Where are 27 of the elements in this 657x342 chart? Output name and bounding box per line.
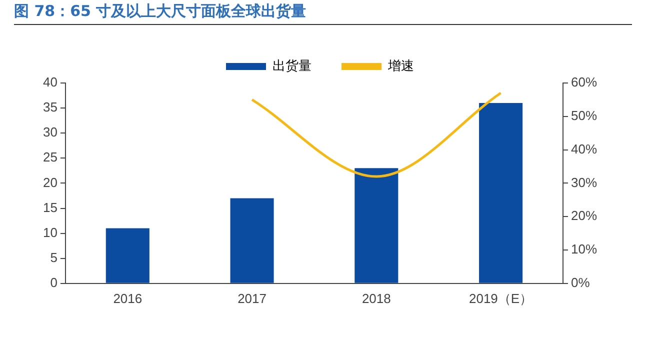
y-tick-label: 20 <box>42 174 58 190</box>
y-tick-label: 10 <box>42 224 58 240</box>
y2-tick-label: 20% <box>570 208 598 224</box>
y-tick-label: 15 <box>42 200 58 215</box>
legend-label: 出货量 <box>272 58 312 74</box>
y-tick-label: 30 <box>42 124 58 140</box>
y-tick-label: 5 <box>50 250 58 265</box>
x-tick-label: 2018 <box>362 290 391 306</box>
y-tick-label: 35 <box>42 100 58 115</box>
y-tick-label: 25 <box>42 150 58 165</box>
bar <box>230 198 274 283</box>
bar <box>354 168 398 283</box>
y2-tick-label: 60% <box>570 74 598 90</box>
x-tick-label: 2017 <box>238 290 266 306</box>
chart-title: 图 78：65 寸及以上大尺寸面板全球出货量 <box>14 2 632 25</box>
bar <box>479 103 523 283</box>
legend-label: 增速 <box>387 58 414 74</box>
y2-tick-label: 0% <box>570 274 590 290</box>
y2-tick-label: 10% <box>570 242 598 257</box>
y-tick-label: 0 <box>50 274 58 290</box>
y2-tick-label: 30% <box>570 174 598 190</box>
y2-tick-label: 40% <box>570 141 598 156</box>
y-tick-label: 40 <box>42 74 58 90</box>
x-tick-label: 2019（E） <box>468 290 533 306</box>
bar <box>106 228 150 283</box>
x-tick-label: 2016 <box>113 290 142 306</box>
y2-tick-label: 50% <box>570 108 598 123</box>
